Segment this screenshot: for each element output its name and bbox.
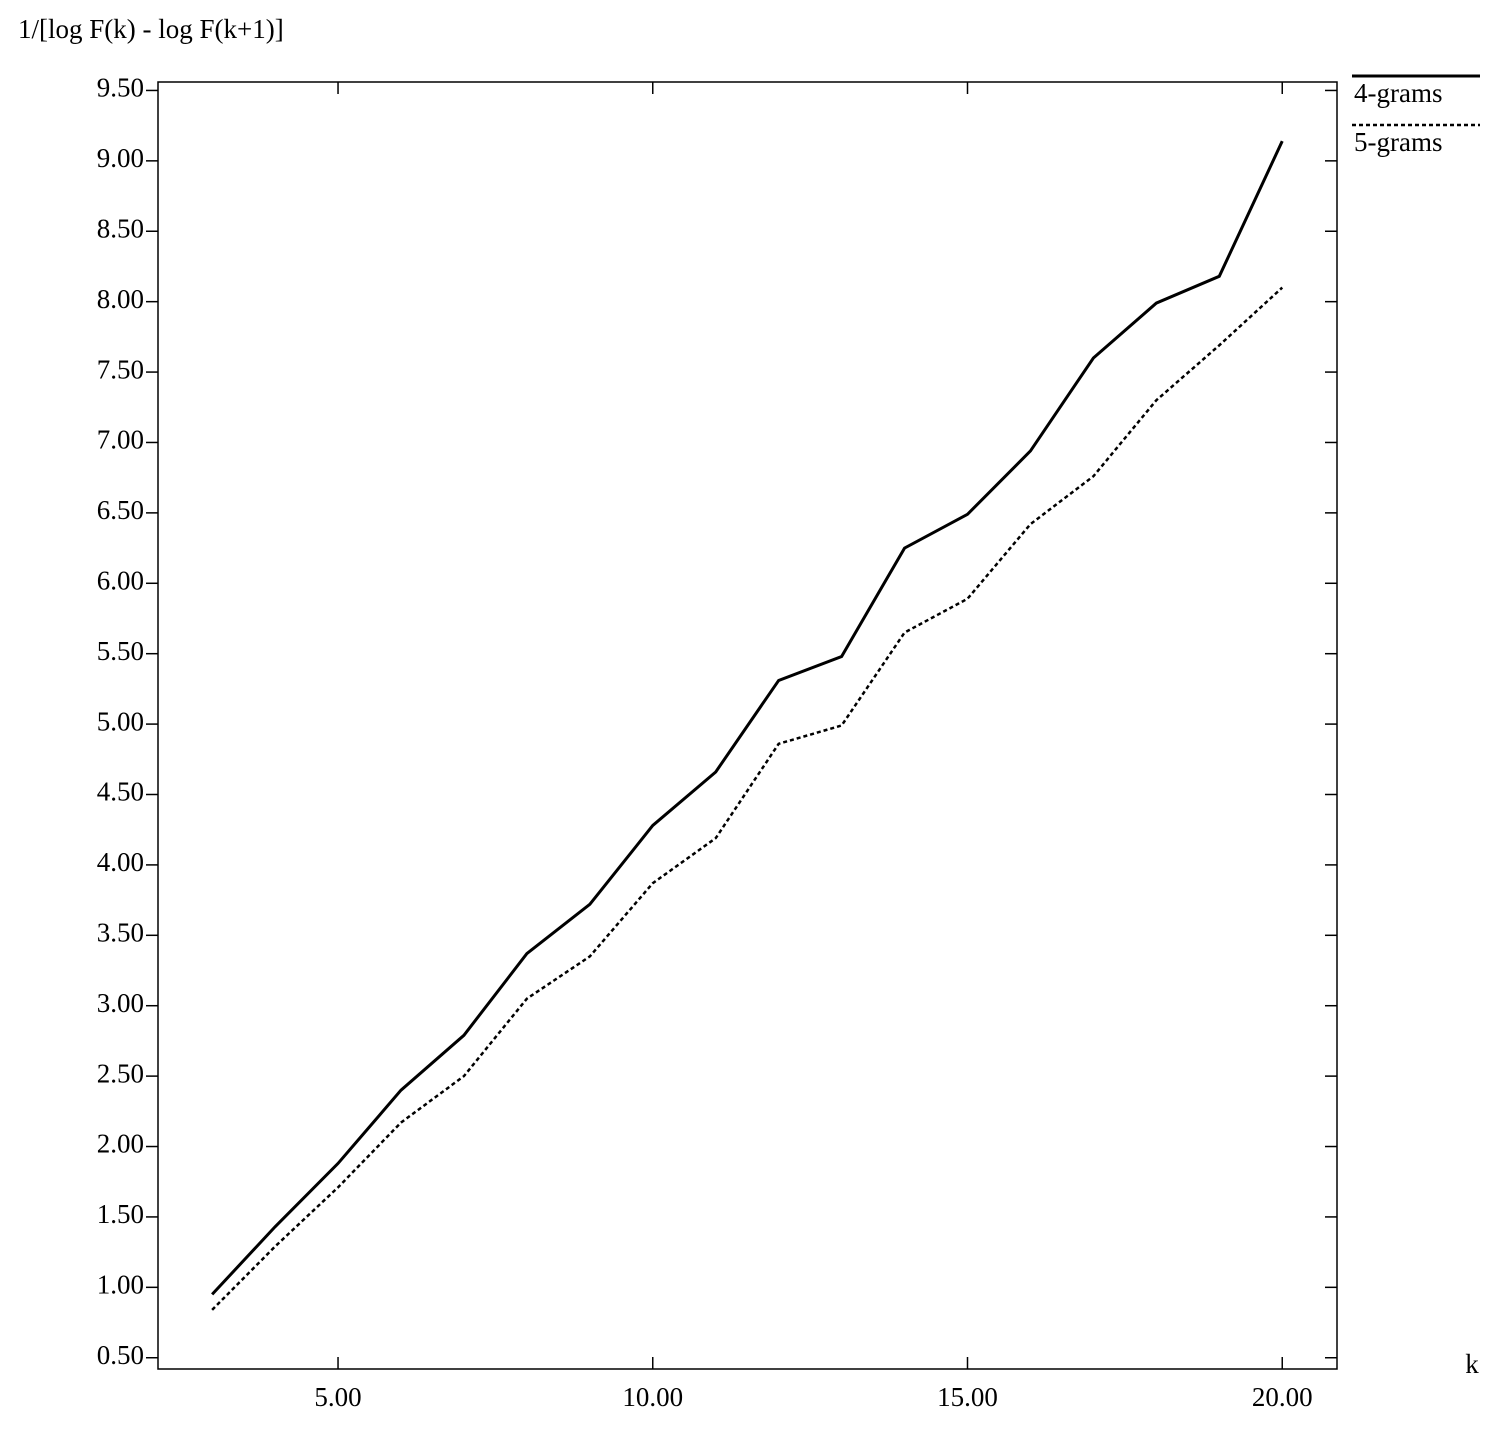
x-tick-label: 10.00 (622, 1382, 683, 1412)
y-tick-label: 5.50 (97, 636, 144, 666)
y-tick-label: 1.00 (97, 1270, 144, 1300)
y-tick-label: 2.50 (97, 1058, 144, 1088)
legend-label: 4-grams (1354, 78, 1442, 108)
y-tick-label: 1.50 (97, 1199, 144, 1229)
y-tick-label: 3.50 (97, 918, 144, 948)
y-tick-label: 6.00 (97, 565, 144, 595)
x-tick-label: 20.00 (1252, 1382, 1313, 1412)
y-tick-label: 8.00 (97, 284, 144, 314)
y-tick-label: 3.00 (97, 988, 144, 1018)
plot-frame (157, 81, 1338, 1370)
legend-label: 5-grams (1354, 127, 1442, 157)
y-tick-label: 4.50 (97, 777, 144, 807)
y-tick-label: 0.50 (97, 1340, 144, 1370)
y-tick-label: 8.50 (97, 213, 144, 243)
y-axis-label: 1/[log F(k) - log F(k+1)] (18, 14, 284, 44)
x-tick-label: 15.00 (937, 1382, 998, 1412)
y-tick-label: 9.50 (97, 73, 144, 103)
y-tick-label: 7.00 (97, 425, 144, 455)
y-tick-label: 2.00 (97, 1129, 144, 1159)
x-tick-label: 5.00 (314, 1382, 361, 1412)
x-axis-label: k (1465, 1349, 1479, 1379)
y-tick-label: 7.50 (97, 354, 144, 384)
y-tick-label: 6.50 (97, 495, 144, 525)
data-line (211, 286, 1284, 1311)
y-tick-label: 9.00 (97, 143, 144, 173)
y-tick-label: 5.00 (97, 706, 144, 736)
y-tick-label: 4.00 (97, 847, 144, 877)
data-line (211, 140, 1284, 1296)
